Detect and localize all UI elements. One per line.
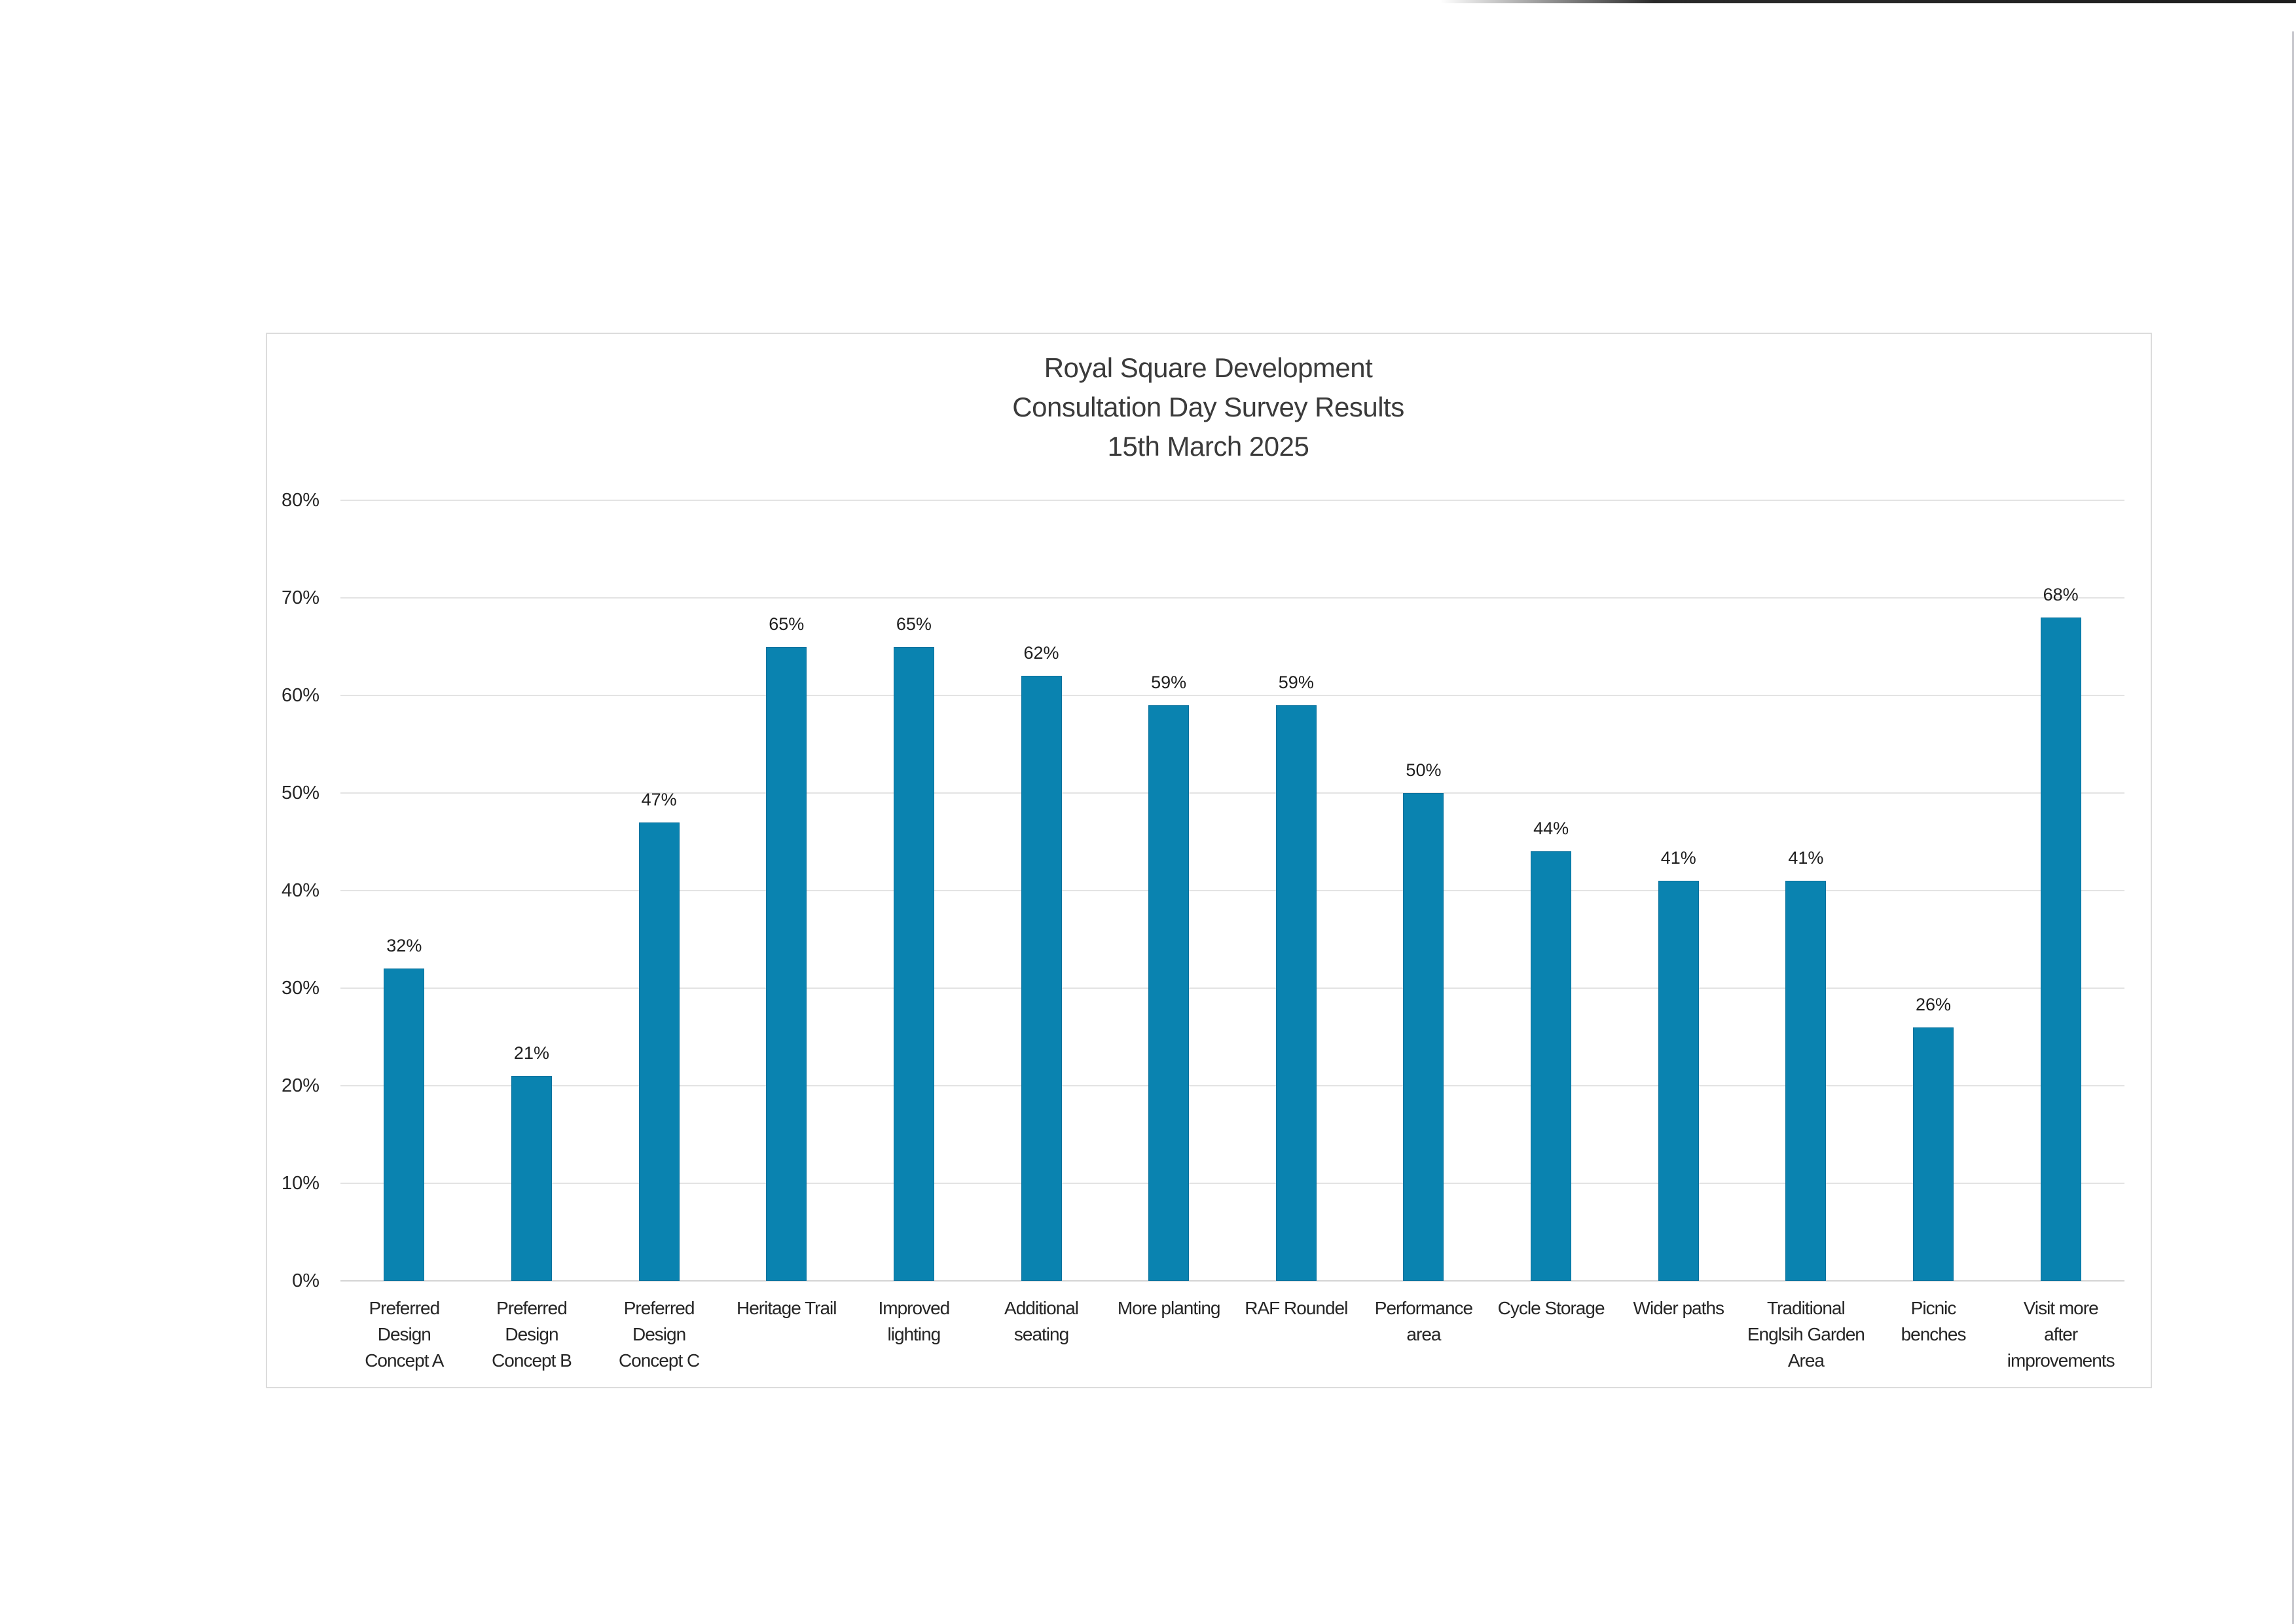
gridline (340, 987, 2124, 989)
scan-edge-artifact (1440, 0, 2296, 3)
x-axis-category-label: Preferred Design Concept A (340, 1295, 467, 1374)
chart-area (266, 333, 2152, 1388)
category-label-line: Design (632, 1324, 686, 1344)
data-label: 50% (1406, 760, 1442, 780)
bar (1785, 881, 1827, 1281)
bar (1658, 881, 1699, 1281)
x-axis-category-label: Cycle Storage (1487, 1295, 1614, 1321)
category-label-line: Preferred (623, 1298, 695, 1318)
category-label-line: Concept B (492, 1350, 572, 1371)
category-label-line: Improved (878, 1298, 951, 1318)
data-label: 47% (641, 789, 677, 809)
x-axis-baseline (340, 1280, 2124, 1282)
gridline (340, 1085, 2124, 1086)
bar (2040, 617, 2081, 1281)
category-label-line: More planting (1117, 1298, 1221, 1318)
y-axis-tick-label: 80% (281, 490, 319, 511)
bar (1403, 793, 1444, 1281)
bar (384, 969, 425, 1281)
category-label-line: Design (377, 1324, 431, 1344)
category-label-line: Englsih Garden (1747, 1324, 1865, 1344)
x-axis-category-label: Preferred Design Concept B (468, 1295, 595, 1374)
category-label-line: after (2044, 1324, 2078, 1344)
x-axis-category-label: RAF Roundel (1233, 1295, 1360, 1321)
bar (1531, 851, 1572, 1281)
bar (766, 646, 807, 1281)
category-label-line: Additional (1004, 1298, 1079, 1318)
data-label: 65% (896, 614, 932, 634)
y-axis-tick-label: 10% (281, 1173, 319, 1194)
category-label-line: lighting (887, 1324, 941, 1344)
gridline (340, 695, 2124, 696)
chart-title-line-3: 15th March 2025 (1107, 431, 1309, 462)
category-label-line: Design (505, 1324, 558, 1344)
category-label-line: Traditional (1767, 1298, 1846, 1318)
x-axis-category-label: Heritage Trail (723, 1295, 850, 1321)
bar (1913, 1027, 1954, 1281)
category-label-line: Performance (1374, 1298, 1473, 1318)
y-axis-tick-label: 0% (292, 1270, 319, 1291)
data-label: 62% (1023, 643, 1059, 663)
chart-title: Royal Square Development Consultation Da… (266, 348, 2151, 466)
gridline (340, 792, 2124, 794)
x-axis-category-label: Visit more after improvements (1997, 1295, 2124, 1374)
chart-title-line-1: Royal Square Development (1044, 352, 1373, 383)
bar (1275, 705, 1317, 1281)
gridline (340, 500, 2124, 501)
category-label-line: Picnic (1910, 1298, 1957, 1318)
chart-title-line-2: Consultation Day Survey Results (1012, 392, 1404, 422)
data-label: 41% (1660, 848, 1696, 868)
category-label-line: improvements (2007, 1350, 2115, 1371)
data-label: 41% (1788, 848, 1824, 868)
x-axis-category-label: Additional seating (978, 1295, 1105, 1348)
data-label: 21% (513, 1043, 549, 1063)
category-label-line: Preferred (369, 1298, 440, 1318)
x-axis-category-label: Traditional Englsih Garden Area (1742, 1295, 1869, 1374)
y-axis-tick-label: 30% (281, 978, 319, 999)
category-label-line: seating (1013, 1324, 1069, 1344)
x-axis-category-label: Picnic benches (1870, 1295, 1997, 1348)
category-label-line: Visit more (2023, 1298, 2099, 1318)
data-label: 65% (769, 614, 805, 634)
data-label: 26% (1916, 994, 1952, 1014)
bar (1021, 676, 1062, 1281)
category-label-line: RAF Roundel (1245, 1298, 1348, 1318)
bar (511, 1076, 552, 1281)
y-axis-tick-label: 70% (281, 587, 319, 608)
gridline (340, 890, 2124, 891)
data-label: 59% (1278, 672, 1314, 692)
data-label: 68% (2043, 584, 2079, 604)
x-axis-category-label: Wider paths (1615, 1295, 1742, 1321)
y-axis-tick-label: 40% (281, 880, 319, 901)
data-label: 32% (386, 936, 422, 956)
x-axis-category-label: Performance area (1360, 1295, 1487, 1348)
bar (893, 646, 934, 1281)
category-label-line: area (1406, 1324, 1441, 1344)
y-axis-tick-label: 20% (281, 1075, 319, 1096)
bar (1148, 705, 1190, 1281)
category-label-line: benches (1901, 1324, 1967, 1344)
category-label-line: Preferred (496, 1298, 568, 1318)
x-axis-category-label: Preferred Design Concept C (596, 1295, 723, 1374)
bar (638, 822, 680, 1281)
category-label-line: Area (1787, 1350, 1825, 1371)
y-axis-tick-label: 60% (281, 685, 319, 706)
category-label-line: Cycle Storage (1497, 1298, 1605, 1318)
x-axis-category-label: More planting (1105, 1295, 1232, 1321)
category-label-line: Concept A (365, 1350, 444, 1371)
data-label: 44% (1533, 819, 1569, 839)
category-label-line: Wider paths (1633, 1298, 1724, 1318)
category-label-line: Heritage Trail (736, 1298, 837, 1318)
data-label: 59% (1151, 672, 1187, 692)
category-label-line: Concept C (618, 1350, 700, 1371)
gridline (340, 597, 2124, 599)
gridline (340, 1183, 2124, 1184)
page-edge (2292, 31, 2294, 1624)
x-axis-category-label: Improved lighting (850, 1295, 977, 1348)
y-axis-tick-label: 50% (281, 783, 319, 803)
